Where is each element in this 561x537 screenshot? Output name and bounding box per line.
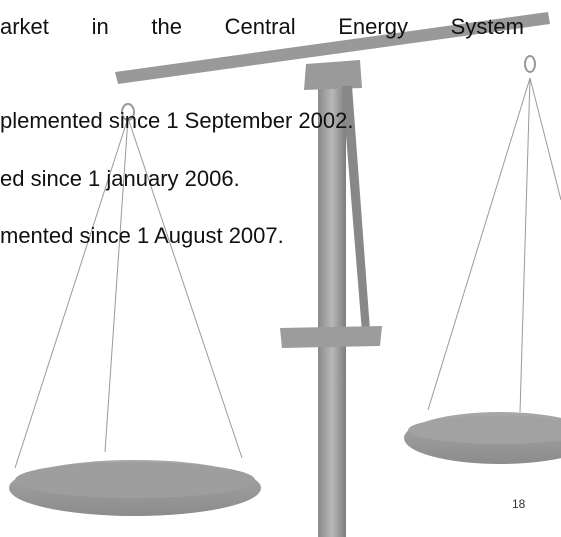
text-line: plemented since 1 September 2002. (0, 108, 353, 134)
text-line: arket in the Central Energy System (0, 14, 524, 40)
slide: arket in the Central Energy System pleme… (0, 0, 561, 537)
text-line: ed since 1 january 2006. (0, 166, 240, 192)
text-line: mented since 1 August 2007. (0, 223, 284, 249)
page-number: 18 (512, 497, 525, 511)
scale-illustration (0, 0, 561, 537)
